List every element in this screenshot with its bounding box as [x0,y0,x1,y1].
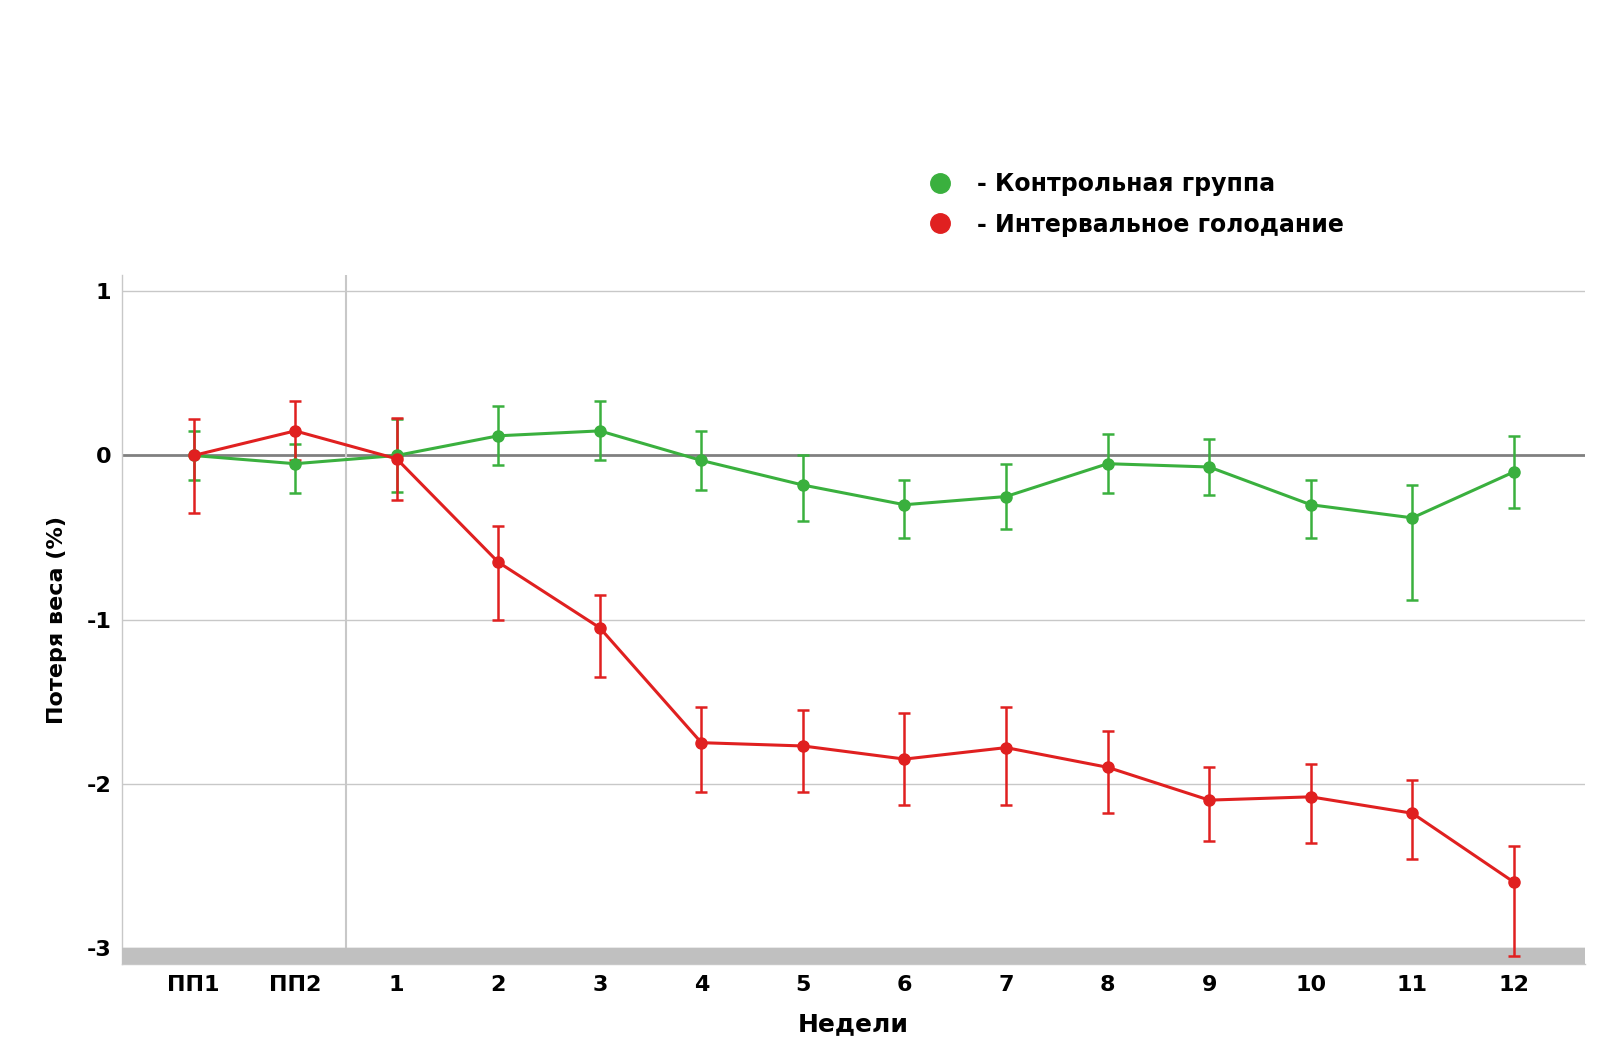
Y-axis label: Потеря веса (%): Потеря веса (%) [46,516,67,723]
Legend: - Контрольная группа, - Интервальное голодание: - Контрольная группа, - Интервальное гол… [907,163,1354,246]
Bar [123,948,1586,972]
X-axis label: Недели: Недели [798,1012,909,1036]
